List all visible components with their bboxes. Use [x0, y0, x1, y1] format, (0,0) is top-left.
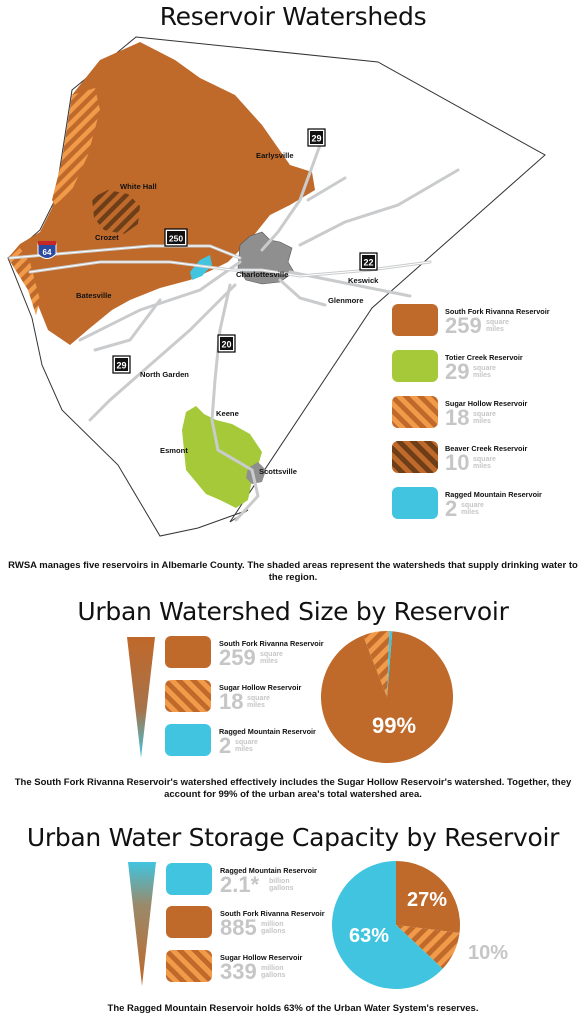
pie2-slice-south-fork	[396, 861, 460, 934]
place-earlysville: Earlysville	[256, 151, 294, 160]
place-scottsville: Scottsville	[259, 467, 297, 476]
storage-swatch-sugar-hollow	[166, 950, 212, 982]
pie-label-10: 10%	[468, 942, 508, 964]
size-cone-graphic	[127, 637, 155, 758]
place-white-hall: White Hall	[120, 182, 157, 191]
beaver-creek-watershed	[92, 190, 140, 234]
legend-swatch-beaver-creek	[392, 441, 438, 473]
legend-unit-beaver-creek: square miles	[473, 456, 496, 470]
place-glenmore: Glenmore	[328, 296, 363, 305]
svg-text:64: 64	[43, 248, 52, 257]
legend-unit-south-fork: square miles	[486, 319, 509, 333]
storage-swatch-ragged-mountain	[166, 863, 212, 895]
svg-text:250: 250	[169, 234, 183, 244]
interstate-64-shield: 64	[37, 241, 57, 259]
legend-swatch-south-fork	[392, 304, 438, 336]
pie2-slice-sugar-hollow	[396, 925, 460, 969]
place-esmont: Esmont	[160, 446, 188, 455]
place-crozet: Crozet	[95, 233, 119, 242]
highway-29-south-shield: 29	[112, 355, 131, 374]
legend-value-totier: 29	[445, 359, 470, 384]
sugar-hollow-watershed-2	[8, 248, 40, 315]
storage-title: Urban Water Storage Capacity by Reservoi…	[26, 823, 560, 852]
size-swatch-ragged-mountain	[165, 724, 211, 756]
legend-swatch-ragged-mountain	[392, 487, 438, 519]
sugar-hollow-watershed	[52, 88, 100, 205]
storage-value-sugar-hollow: 339	[220, 959, 257, 984]
storage-name-sugar-hollow: Sugar Hollow Reservoir	[220, 953, 303, 962]
storage-value-ragged-mountain: 2.1*	[220, 872, 260, 897]
pie1-slice-ragged-mountain	[387, 631, 393, 697]
size-value-sugar-hollow: 18	[219, 689, 244, 714]
size-swatch-sugar-hollow	[165, 680, 211, 712]
storage-capacity-pie	[332, 861, 460, 990]
place-batesville: Batesville	[76, 291, 111, 300]
legend-name-south-fork: South Fork Rivanna Reservoir	[445, 307, 550, 316]
legend-value-ragged-mountain: 2	[445, 496, 458, 521]
pie-label-63: 63%	[349, 925, 389, 947]
map-caption: RWSA manages five reservoirs in Albemarl…	[8, 560, 578, 583]
place-charlottesville: Charlottesville	[236, 270, 288, 279]
highway-250-shield: 250	[164, 228, 188, 247]
svg-text:29: 29	[116, 361, 126, 371]
legend-value-beaver-creek: 10	[445, 450, 470, 475]
storage-value-south-fork: 885	[220, 915, 257, 940]
legend-unit-ragged-mountain: square miles	[461, 502, 484, 516]
highway-22-shield: 22	[359, 252, 378, 271]
pie1-slice-sugar-hollow	[363, 631, 390, 697]
svg-text:22: 22	[363, 258, 373, 268]
size-value-south-fork: 259	[219, 645, 256, 670]
place-keene: Keene	[216, 409, 239, 418]
size-name-south-fork: South Fork Rivanna Reservoir	[219, 639, 324, 648]
size-title: Urban Watershed Size by Reservoir	[77, 597, 509, 626]
highway-29-north-shield: 29	[307, 128, 326, 147]
storage-caption: The Ragged Mountain Reservoir holds 63% …	[107, 1003, 479, 1014]
totier-creek-watershed	[182, 406, 262, 508]
storage-name-ragged-mountain: Ragged Mountain Reservoir	[220, 866, 317, 875]
place-keswick: Keswick	[348, 276, 379, 285]
size-name-sugar-hollow: Sugar Hollow Reservoir	[219, 683, 302, 692]
pie-label-99: 99%	[372, 713, 416, 738]
pie-label-27: 27%	[407, 889, 447, 911]
size-unit-ragged-mountain: square miles	[235, 739, 258, 753]
legend-swatch-totier	[392, 350, 438, 382]
storage-cone-graphic	[128, 862, 156, 986]
legend-unit-totier: square miles	[473, 365, 496, 379]
storage-unit-sugar-hollow: million gallons	[261, 965, 286, 979]
legend-name-sugar-hollow: Sugar Hollow Reservoir	[445, 399, 528, 408]
legend-unit-sugar-hollow: square miles	[473, 411, 496, 425]
svg-text:29: 29	[311, 134, 321, 144]
legend-name-totier: Totier Creek Reservoir	[445, 353, 523, 362]
legend-swatch-sugar-hollow	[392, 396, 438, 428]
place-north-garden: North Garden	[140, 370, 189, 379]
watershed-size-pie	[321, 631, 453, 763]
storage-swatch-south-fork	[166, 906, 212, 938]
map-title: Reservoir Watersheds	[159, 2, 427, 31]
size-value-ragged-mountain: 2	[219, 733, 232, 758]
pie1-slice-south-fork	[321, 631, 453, 763]
legend-value-sugar-hollow: 18	[445, 405, 470, 430]
size-unit-south-fork: square miles	[260, 651, 283, 665]
size-unit-sugar-hollow: square miles	[247, 695, 270, 709]
size-swatch-south-fork	[165, 636, 211, 668]
legend-name-beaver-creek: Beaver Creek Reservoir	[445, 444, 528, 453]
pie2-slice-ragged-mountain	[332, 861, 443, 990]
svg-text:20: 20	[221, 340, 231, 350]
storage-unit-south-fork: million gallons	[261, 921, 286, 935]
scottsville-area	[246, 462, 266, 484]
storage-unit-ragged-mountain: billion gallons	[269, 878, 294, 892]
size-caption: The South Fork Rivanna Reservoir's water…	[14, 777, 572, 800]
highway-20-shield: 20	[217, 334, 236, 353]
storage-name-south-fork: South Fork Rivanna Reservoir	[220, 909, 325, 918]
size-name-ragged-mountain: Ragged Mountain Reservoir	[219, 727, 316, 736]
legend-value-south-fork: 259	[445, 313, 482, 338]
legend-name-ragged-mountain: Ragged Mountain Reservoir	[445, 490, 542, 499]
